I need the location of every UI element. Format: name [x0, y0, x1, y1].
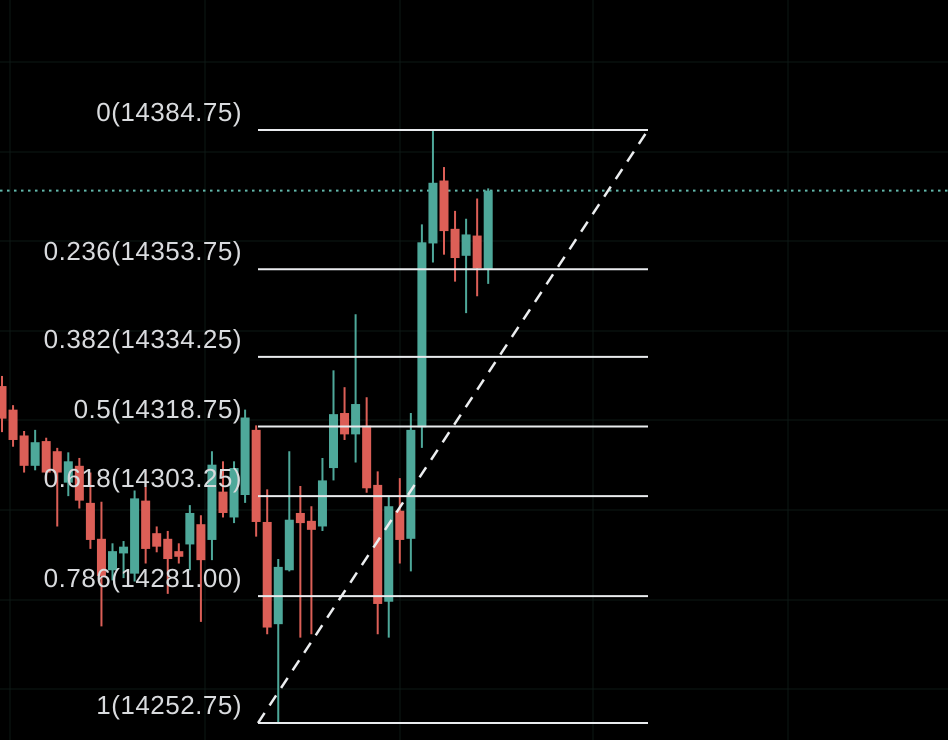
candle-body — [340, 413, 350, 435]
candle-down — [41, 437, 51, 483]
candle-body — [262, 521, 272, 628]
fib-level-label: 0(14384.75) — [96, 97, 242, 127]
candle-up — [417, 224, 427, 448]
candle-up — [119, 541, 129, 579]
candle-down — [362, 397, 372, 493]
candle-body — [362, 425, 372, 489]
candle-up — [329, 370, 338, 481]
candle-body — [41, 441, 51, 473]
candle-body — [141, 500, 151, 549]
candle-body — [74, 465, 84, 501]
candle-up — [229, 461, 239, 524]
candle-body — [240, 417, 250, 496]
candle-up — [207, 451, 217, 561]
candle-down — [373, 471, 383, 635]
candle-down — [19, 430, 29, 473]
candle-up — [108, 543, 117, 581]
candle-body — [196, 524, 206, 561]
candle-body — [85, 502, 95, 540]
candle-up — [30, 429, 40, 471]
candle-down — [174, 543, 184, 564]
candle-down — [163, 530, 173, 594]
candle-down — [141, 470, 151, 564]
candle-up — [240, 409, 250, 503]
candle-body — [306, 520, 316, 530]
candle-up — [351, 314, 361, 463]
candle-body — [406, 429, 416, 539]
candle-down — [395, 478, 405, 564]
candle-body — [251, 429, 261, 522]
candle-up — [428, 130, 438, 263]
candle-body — [174, 551, 184, 557]
candle-body — [284, 519, 294, 571]
candle-down — [472, 198, 482, 297]
candle-body — [218, 491, 228, 513]
fib-level-label: 1(14252.75) — [96, 690, 242, 720]
candle-up — [63, 452, 73, 497]
candle-down — [450, 210, 460, 282]
candle-body — [439, 180, 449, 232]
candle-up — [483, 188, 493, 284]
candle-body — [395, 510, 405, 540]
candle-body — [52, 451, 62, 473]
fib-level-label: 0.786(14281.00) — [43, 563, 242, 594]
candle-down — [8, 405, 18, 447]
candle-body — [295, 512, 305, 524]
candle-body — [108, 551, 117, 571]
candle-body — [30, 442, 40, 466]
candle-body — [0, 386, 7, 419]
candle-down — [52, 447, 62, 527]
candle-down — [251, 425, 261, 537]
candle-body — [384, 506, 394, 602]
candle-body — [351, 404, 361, 435]
candle-down — [0, 375, 7, 433]
candle-body — [483, 190, 493, 270]
candle-body — [119, 546, 129, 554]
candle-down — [96, 501, 106, 627]
candle-up — [461, 218, 471, 314]
fib-level-label: 0.5(14318.75) — [73, 393, 242, 424]
trend-line[interactable] — [256, 129, 650, 724]
fib-level-label: 0.236(14353.75) — [43, 236, 242, 267]
candle-body — [229, 468, 239, 518]
candle-body — [8, 409, 18, 440]
candle-body — [461, 234, 471, 256]
candle-body — [96, 538, 106, 576]
candle-up — [284, 451, 294, 572]
candle-down — [85, 472, 95, 549]
candle-down — [196, 515, 206, 622]
candle-body — [317, 480, 327, 527]
candle-body — [130, 498, 140, 574]
candle-up — [185, 505, 195, 571]
fib-level-label: 0.382(14334.25) — [43, 323, 242, 354]
candle-body — [373, 484, 383, 604]
candle-body — [163, 538, 173, 560]
candle-down — [439, 167, 449, 255]
candle-down — [295, 486, 305, 638]
candle-body — [450, 228, 460, 259]
candle-down — [306, 506, 316, 635]
candle-down — [340, 387, 350, 440]
candle-down — [74, 457, 84, 509]
candle-up — [130, 490, 140, 582]
candle-down — [262, 489, 272, 635]
candle-body — [152, 533, 162, 547]
candle-down — [152, 526, 162, 553]
candle-body — [472, 235, 482, 269]
candle-up — [384, 496, 394, 638]
candle-down — [218, 461, 228, 518]
candle-body — [207, 464, 217, 540]
candle-body — [329, 414, 338, 469]
candle-body — [19, 435, 29, 466]
candle-body — [417, 242, 427, 428]
candle-body — [185, 512, 195, 545]
candle-body — [63, 461, 73, 483]
candle-up — [317, 457, 327, 531]
candle-body — [428, 182, 438, 244]
fib-level-label: 0.618(14303.25) — [43, 463, 242, 494]
